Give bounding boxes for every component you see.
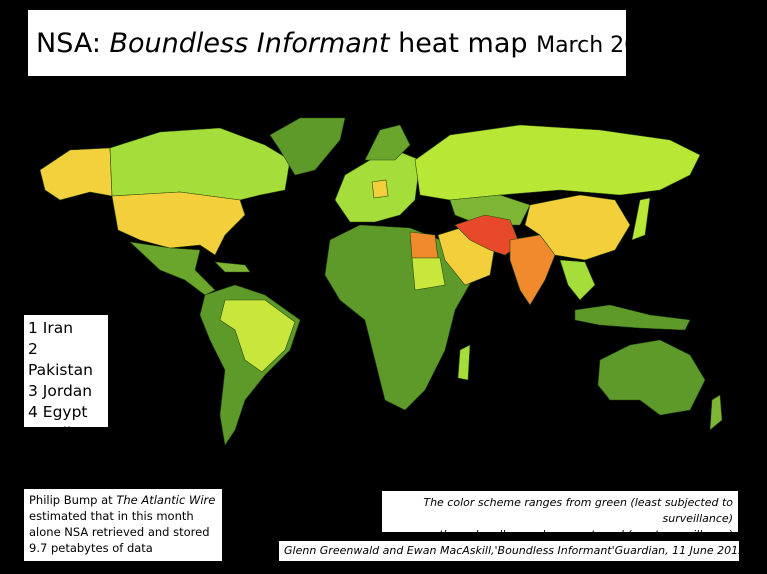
scandinavia (364, 124, 411, 161)
greenland (269, 117, 346, 176)
mexico (129, 241, 216, 296)
ranking-item: 4 Egypt (28, 403, 88, 421)
legend-line: through yellow and orange to red (most s… (438, 528, 733, 541)
caribbean (214, 261, 251, 273)
note-text: estimated that in this month alone NSA r… (29, 509, 210, 555)
legend-box: The color scheme ranges from green (leas… (382, 491, 738, 541)
source-box: Glenn Greenwald and Ewan MacAskill,'Boun… (279, 541, 745, 561)
title-date: March 2013 (536, 33, 667, 58)
note-box: Philip Bump at The Atlantic Wire estimat… (24, 489, 222, 561)
ranking-item: 3 Jordan (28, 382, 93, 400)
sudan (411, 257, 446, 291)
note-text: Philip Bump at (29, 493, 117, 507)
alaska (39, 147, 113, 201)
ranking-item: 2 Pakistan (28, 340, 93, 379)
canada (109, 127, 291, 201)
brazil (219, 299, 296, 373)
title-text: heat map (389, 28, 537, 59)
ranking-item: 1 Iran (28, 319, 74, 337)
madagascar (457, 344, 471, 381)
southeast-asia (559, 259, 596, 301)
title-text: Boundless Informant (109, 28, 390, 59)
title-box: NSA: Boundless Informant heat map March … (28, 10, 666, 76)
japan (631, 197, 651, 241)
germany (371, 179, 389, 199)
ranking-box: 1 Iran 2 Pakistan 3 Jordan 4 Egypt 5 India (24, 315, 108, 442)
new-zealand (709, 394, 723, 431)
egypt (409, 231, 439, 259)
central-asia (449, 194, 531, 226)
title-text: NSA: (36, 28, 110, 59)
note-text: The Atlantic Wire (116, 493, 216, 507)
china (524, 194, 631, 261)
legend-line: The color scheme ranges from green (leas… (423, 496, 733, 525)
source-text: Glenn Greenwald and Ewan MacAskill,'Boun… (284, 544, 746, 557)
russia (414, 124, 701, 201)
australia (597, 339, 706, 416)
usa (111, 191, 246, 256)
indonesia (574, 304, 691, 331)
ranking-item: 5 India (28, 424, 81, 442)
